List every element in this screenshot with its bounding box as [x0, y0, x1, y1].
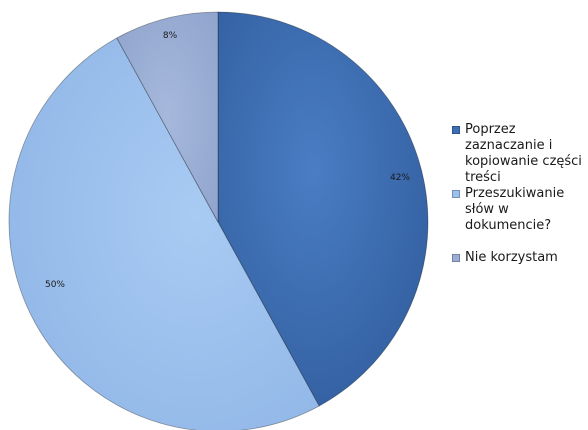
- pie-slice-0: [217, 11, 429, 407]
- pie-slice-1: [8, 37, 320, 430]
- legend-item-0: Poprzez zaznaczanie i kopiowanie części …: [452, 122, 586, 186]
- legend-label-1: Przeszukiwanie słów w dokumencie?: [465, 186, 565, 233]
- legend-swatch-1: [452, 190, 460, 198]
- pie-slice-2: [116, 11, 219, 223]
- legend-label-2: Nie korzystam: [465, 250, 558, 265]
- legend-swatch-2: [452, 254, 460, 262]
- slice-value-label-1: 50%: [45, 280, 65, 290]
- legend-item-2: Nie korzystam: [452, 250, 586, 266]
- legend-label-0: Poprzez zaznaczanie i kopiowanie części …: [465, 122, 582, 185]
- legend-item-1: Przeszukiwanie słów w dokumencie?: [452, 186, 586, 234]
- legend-swatch-0: [452, 126, 460, 134]
- slice-value-label-2: 8%: [163, 31, 178, 41]
- legend: Poprzez zaznaczanie i kopiowanie części …: [452, 122, 586, 266]
- slice-value-label-0: 42%: [390, 173, 410, 183]
